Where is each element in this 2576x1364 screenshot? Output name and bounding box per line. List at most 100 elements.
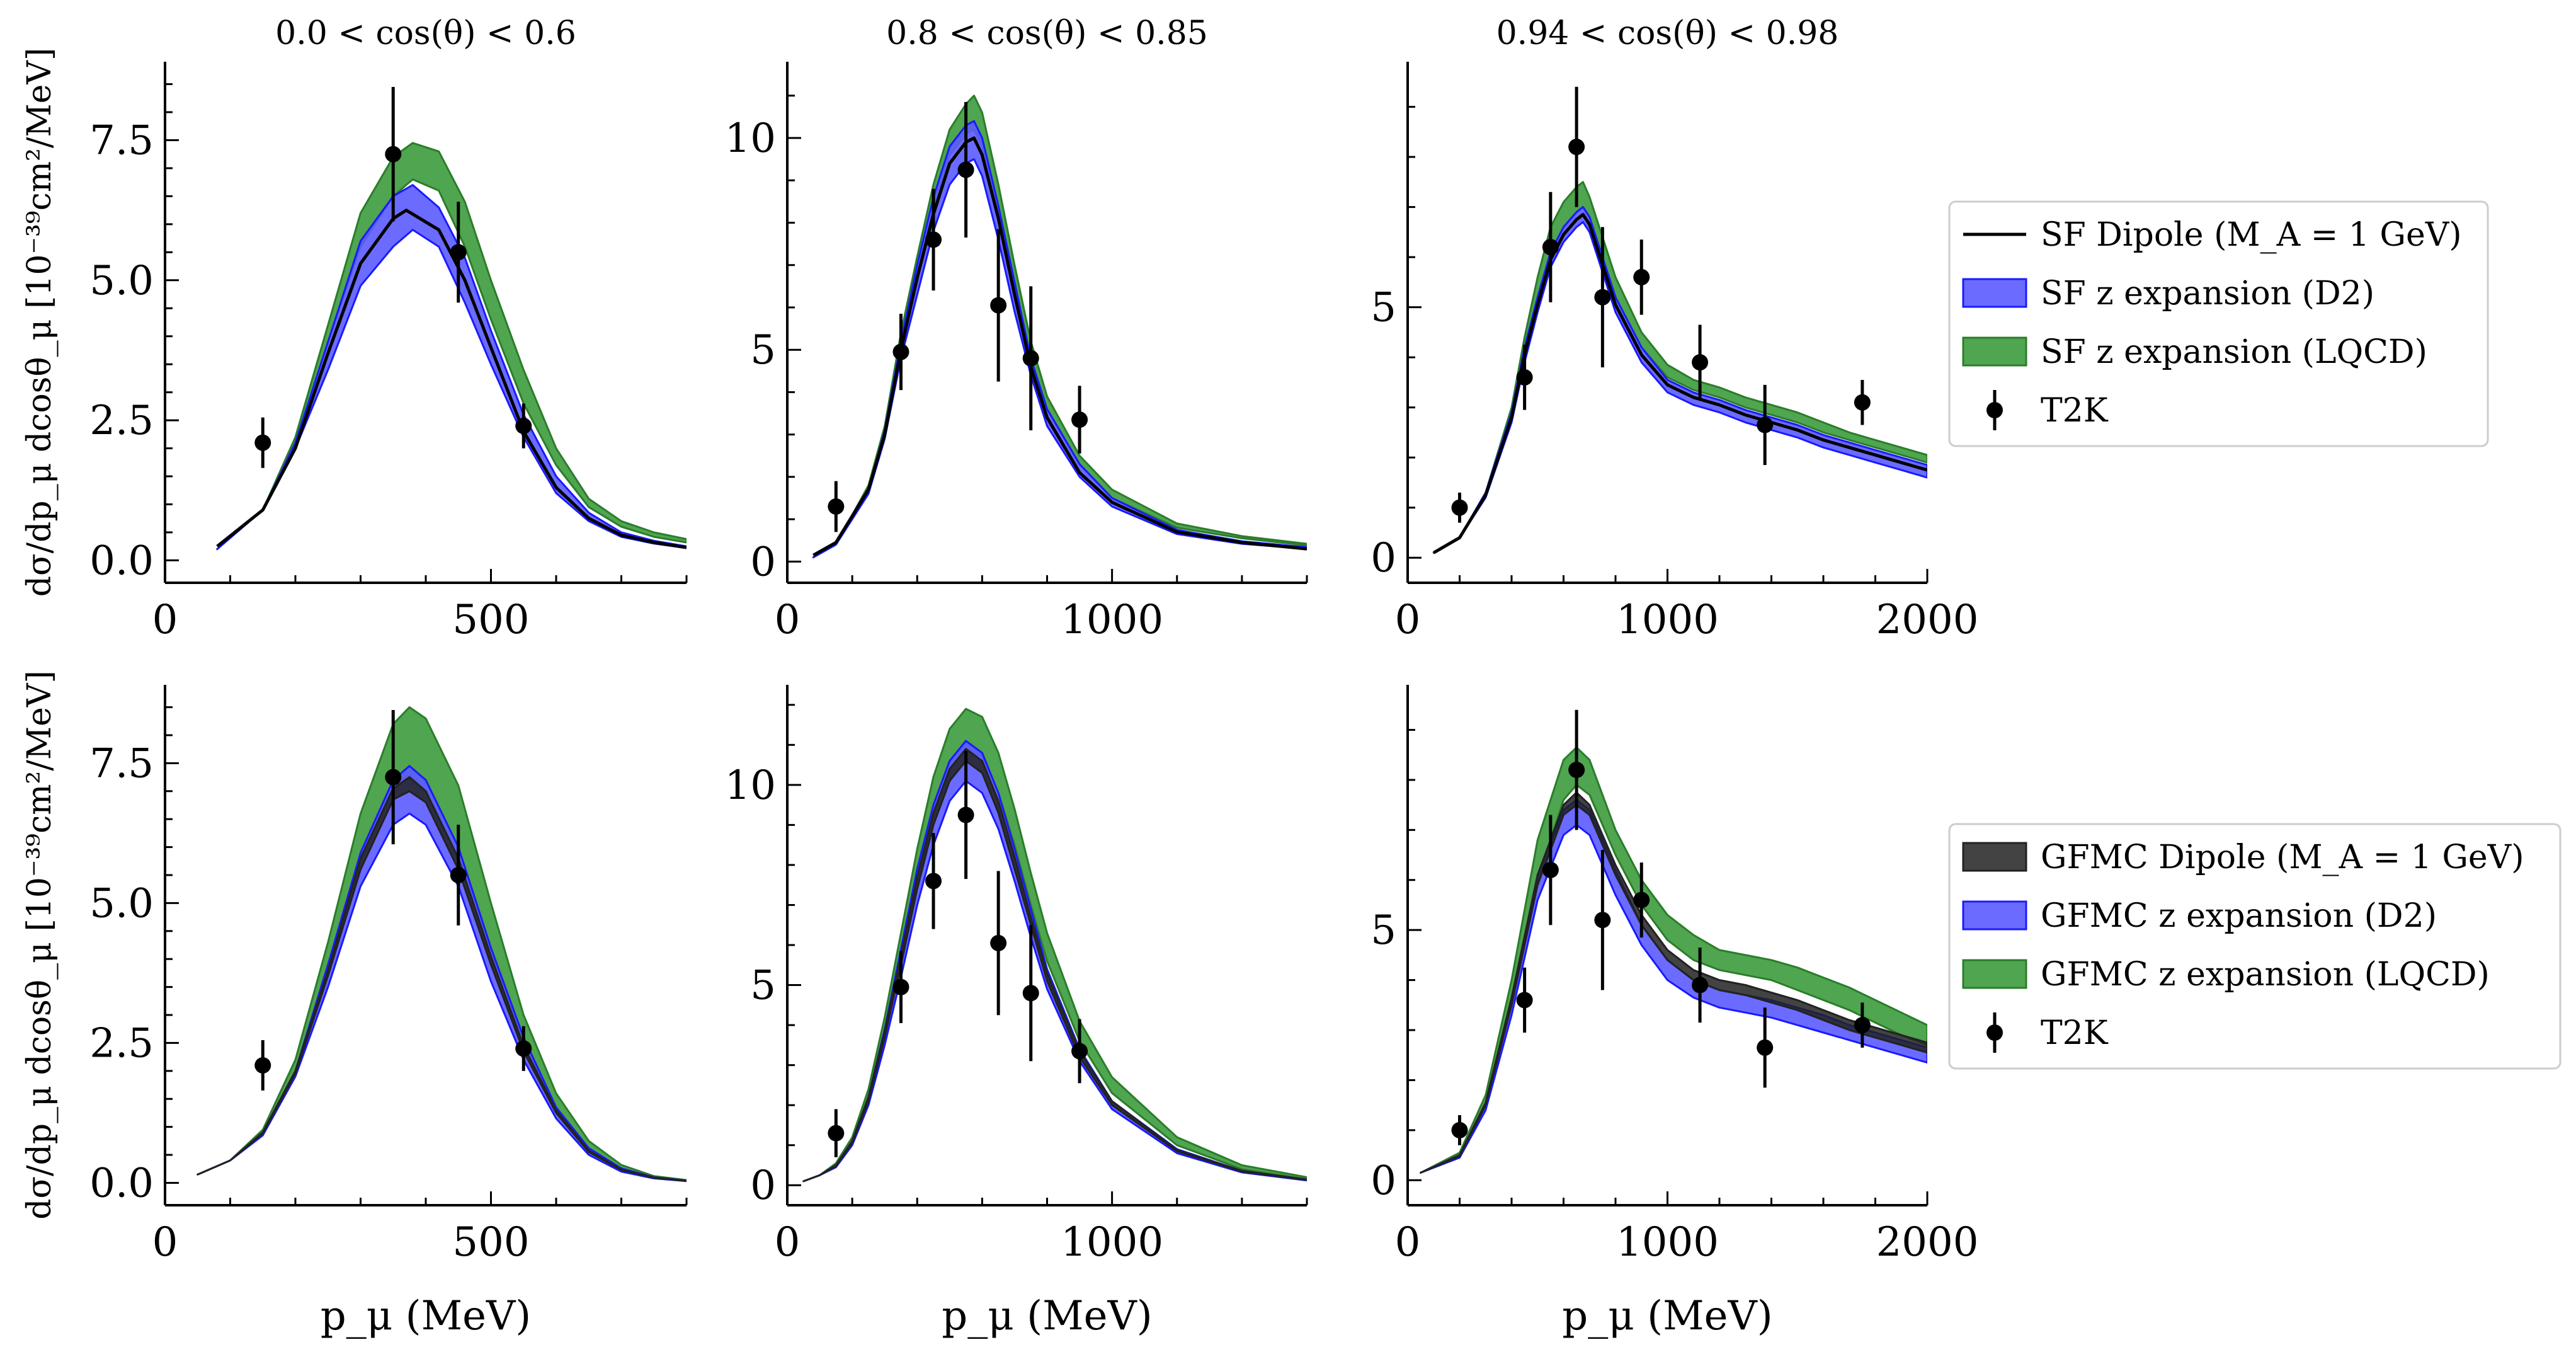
panel-2-1-y-label: dσ/dp_μ dcosθ_μ [10⁻³⁹cm²/MeV] [21,670,59,1219]
panel-1-3-y-tick-label-1: 0 [1371,535,1396,582]
panel-1-2-series-sf-dipole-m-a-1-gev-line [812,136,1307,557]
panel-2-1-t2k-point-4 [515,1040,532,1057]
panel-2-3-plot-area [1420,746,1927,1174]
panel-1-2-title: 0.8 < cos(θ) < 0.85 [886,14,1208,52]
panel-2-3-t2k-point-8 [1757,1039,1774,1056]
panel-2-3-y-tick-label-2: 5 [1371,907,1396,954]
legend-2-entry-2-band-swatch [1962,900,2027,931]
panel-2-3-t2k-point-3 [1542,861,1559,878]
panel-2-2-t2k-point-1 [828,1125,845,1142]
panel-2-2-x-label: p_μ (MeV) [942,1293,1152,1339]
panel-2-2-t2k-point-5 [990,934,1007,951]
panel-2-2-t2k-point-4 [957,806,974,823]
panel-1-3-series-sf-z-expansion-lqcd-band [1432,181,1927,554]
panel-2-3-t2k-point-9 [1854,1017,1871,1034]
panel-2-1-y-tick-label-2: 2.5 [89,1020,154,1067]
panel-1-1-series-sf-z-expansion-lqcd-band [216,142,687,551]
panel-1-2-x-tick-label-2: 1000 [1061,597,1163,643]
panel-2-2-y-tick-label-1: 0 [750,1162,776,1209]
legend-1-entry-4-point-swatch [1986,402,2003,418]
panel-2-2-x-tick-label-2: 1000 [1061,1219,1163,1266]
panel-2-3-t2k-point-7 [1692,977,1709,994]
legend-2-entry-3-label: GFMC z expansion (LQCD) [2041,956,2490,994]
panel-1-3: 0 1000 2000 0 5 0.94 < cos(θ) < 0.98 [1371,14,1978,643]
panel-2-2-y-tick-label-3: 10 [725,762,776,809]
panel-1-3-t2k-point-4 [1568,139,1585,156]
panel-1-1-series-sf-z-expansion-d2-band [216,184,687,551]
legend-1-entry-4-label: T2K [2041,392,2109,430]
legend-2-frame [1948,823,2562,1070]
panel-1-3-plot-area [1432,181,1927,554]
panel-1-3-t2k-point-9 [1854,394,1871,411]
legend-2-entry-2-label: GFMC z expansion (D2) [2041,897,2437,935]
panel-1-2-t2k-point-7 [1071,411,1088,428]
panel-1-2-t2k-point-5 [990,297,1007,314]
panel-1-2-t2k-point-1 [828,498,845,515]
panel-2-1-y-tick-label-1: 0.0 [89,1160,154,1206]
panel-1-3-t2k-point-5 [1594,289,1611,306]
panel-2-1-series-gfmc-z-expansion-d2-band [197,765,687,1183]
panel-2-2: 0 1000 0 5 10 p_μ (MeV) [725,685,1308,1339]
legend-1-entry-2-label: SF z expansion (D2) [2041,275,2374,312]
panel-1-1-y-tick-label-4: 7.5 [89,117,154,164]
panel-2-1-x-label: p_μ (MeV) [321,1293,531,1339]
legend-2: GFMC Dipole (M_A = 1 GeV) GFMC z expansio… [1948,823,2562,1070]
legend-2-entry-1-label: GFMC Dipole (M_A = 1 GeV) [2041,839,2524,876]
legend-1-entry-2-band-swatch [1962,278,2027,308]
panel-1-3-t2k-point-3 [1542,239,1559,256]
panel-1-1-x-tick-label-2: 500 [452,597,529,643]
panel-2-3-series-gfmc-z-expansion-d2-band [1420,799,1927,1174]
legend-1: SF Dipole (M_A = 1 GeV) SF z expansion (D… [1948,200,2489,447]
panel-1-2-y-tick-label-3: 10 [725,115,776,162]
panel-1-3-t2k-point-7 [1692,354,1709,371]
panel-1-2-t2k-point-3 [925,231,942,248]
panel-2-3-x-tick-label-3: 2000 [1876,1219,1979,1266]
panel-2-2-t2k-point-2 [892,978,909,995]
panel-2-2-series-gfmc-dipole-m-a-1-gev-band [802,748,1307,1183]
panel-1-1-t2k-point-4 [515,418,532,435]
panel-1-1-y-tick-label-2: 2.5 [89,398,154,444]
panel-1-3-title: 0.94 < cos(θ) < 0.98 [1496,14,1839,52]
panel-2-1-t2k-point-3 [450,866,467,883]
panel-2-1-y-tick-label-4: 7.5 [89,740,154,787]
panel-1-1-x-tick-label-1: 0 [152,597,178,643]
panel-1-2-t2k-point-2 [892,343,909,360]
panel-2-2-x-tick-label-1: 0 [775,1219,801,1266]
panel-2-3-t2k-point-4 [1568,762,1585,779]
panel-1-1-t2k-point-3 [450,244,467,261]
panel-2-2-t2k-point-7 [1071,1043,1088,1060]
panel-2-1: 0 500 0.0 2.5 5.0 7.5 dσ/dp_μ dcosθ_μ [10⁻³⁹cm… [21,670,688,1339]
legend-2-entry-3-band-swatch [1962,959,2027,989]
legend-1-entry-3-band-swatch [1962,336,2027,367]
panel-1-3-t2k-point-1 [1451,499,1468,516]
panel-1-1-title: 0.0 < cos(θ) < 0.6 [275,14,576,52]
panel-2-2-series-gfmc-z-expansion-lqcd-band [802,708,1307,1183]
panel-1-3-t2k-point-2 [1516,369,1533,386]
panel-2-3-t2k-point-2 [1516,992,1533,1009]
panel-2-2-y-tick-label-2: 5 [750,963,776,1009]
panel-1-3-y-tick-label-2: 5 [1371,285,1396,331]
panel-1-3-t2k-point-8 [1757,416,1774,433]
panel-1-1-t2k-point-1 [254,434,271,451]
panel-2-3-t2k-point-5 [1594,912,1611,929]
panel-2-1-t2k-point-2 [385,769,402,786]
panel-2-1-plot-area [197,706,687,1183]
panel-2-2-t2k-point-6 [1022,985,1039,1002]
panel-2-1-x-tick-label-1: 0 [152,1219,178,1266]
panel-2-1-series-gfmc-dipole-m-a-1-gev-band [197,776,687,1182]
panel-1-1-y-label: dσ/dp_μ dcosθ_μ [10⁻³⁹cm²/MeV] [21,48,59,597]
panel-1-2-series-sf-z-expansion-lqcd-band [812,95,1307,559]
panel-2-1-series-gfmc-z-expansion-lqcd-band [197,706,687,1182]
panel-1-1-y-tick-label-1: 0.0 [89,537,154,584]
legend-2-entry-4-point-swatch [1986,1024,2003,1041]
legend-1-entry-1-label: SF Dipole (M_A = 1 GeV) [2041,216,2462,254]
legend-2-entry-4-label: T2K [2041,1014,2109,1052]
panel-2-3-x-tick-label-1: 0 [1395,1219,1421,1266]
panel-1-2-x-tick-label-1: 0 [775,597,801,643]
panel-1-3-x-tick-label-1: 0 [1395,597,1421,643]
panel-1-2: 0 1000 0 5 10 0.8 < cos(θ) < 0.85 [725,14,1308,643]
panel-1-2-t2k-point-6 [1022,350,1039,367]
panel-1-1-plot-area [216,142,687,551]
panel-1-2-plot-area [812,95,1307,559]
